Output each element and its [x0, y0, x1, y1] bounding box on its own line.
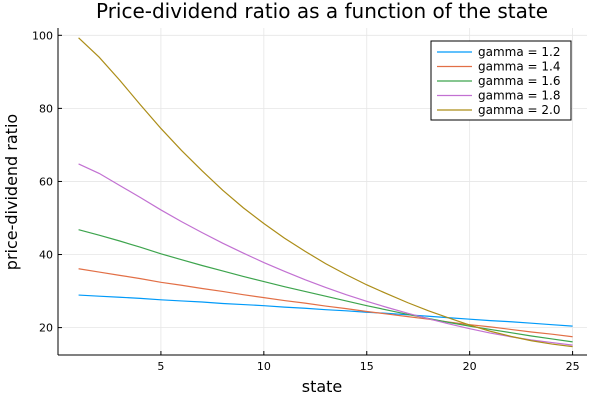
series-line-1 [78, 294, 573, 327]
series-layer [78, 37, 573, 348]
legend-label: gamma = 1.6 [478, 74, 560, 88]
y-tick-label: 20 [39, 322, 53, 335]
x-tick-label: 10 [257, 360, 271, 373]
y-tick-label: 80 [39, 102, 53, 115]
legend-box [430, 40, 572, 121]
chart-title: Price-dividend ratio as a function of th… [96, 0, 548, 23]
y-axis-ticks: 20 40 60 80 100 [32, 29, 62, 335]
series-line-3 [78, 229, 573, 343]
series-line-5 [78, 37, 573, 348]
x-tick-label: 25 [566, 360, 580, 373]
legend-label: gamma = 1.2 [478, 45, 560, 59]
y-tick-label: 40 [39, 249, 53, 262]
axis-spines [57, 28, 587, 356]
legend-label: gamma = 1.4 [478, 60, 560, 74]
legend-label: gamma = 1.8 [478, 89, 560, 103]
x-axis-label: state [302, 377, 343, 396]
y-tick-label: 60 [39, 175, 53, 188]
y-axis-label: price-dividend ratio [2, 114, 21, 270]
legend-label: gamma = 2.0 [478, 103, 560, 117]
x-axis-ticks: 5 10 15 20 25 [157, 351, 580, 373]
x-tick-label: 5 [157, 360, 164, 373]
series-line-2 [78, 268, 573, 338]
x-tick-label: 20 [463, 360, 477, 373]
x-tick-label: 15 [360, 360, 374, 373]
series-line-4 [78, 163, 573, 346]
y-tick-label: 100 [32, 29, 53, 42]
